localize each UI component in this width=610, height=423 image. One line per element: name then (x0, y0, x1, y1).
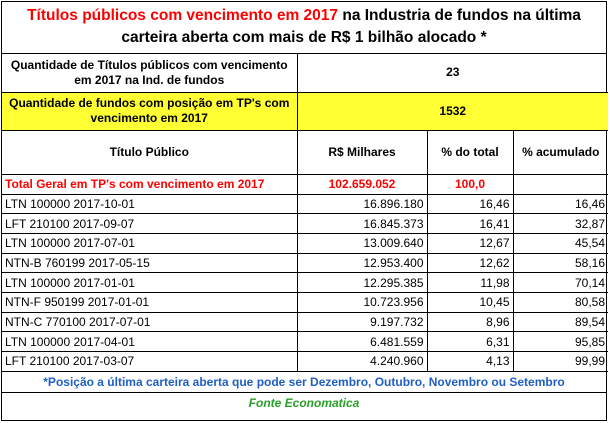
cell-acc: 95,85 (512, 331, 609, 352)
cell-pct: 16,46 (426, 193, 514, 215)
column-header: Título Público (2, 129, 298, 175)
title-highlight: Títulos públicos com vencimento em 2017 (27, 7, 339, 24)
table-row: LFT 210100 2017-09-07 16.845.373 16,41 3… (2, 213, 609, 234)
summary-row-titles: Quantidade de Títulos públicos com venci… (2, 54, 609, 93)
cell-title: LFT 210100 2017-03-07 (2, 351, 298, 372)
total-pct: 100,0 (426, 173, 514, 195)
table-row: NTN-B 760199 2017-05-15 12.953.400 12,62… (2, 252, 609, 274)
cell-acc: 89,54 (512, 311, 609, 333)
total-label: Total Geral em TP's com vencimento em 20… (2, 173, 298, 195)
summary-value: 1532 (296, 91, 609, 131)
table-header: Título Público R$ Milhares % do total % … (2, 129, 609, 175)
cell-value: 10.723.956 (296, 291, 428, 313)
cell-pct: 10,45 (426, 291, 514, 313)
cell-acc: 70,14 (512, 272, 609, 293)
cell-title: NTN-B 760199 2017-05-15 (2, 252, 298, 274)
total-row: Total Geral em TP's com vencimento em 20… (2, 173, 609, 195)
cell-title: LTN 100000 2017-01-01 (2, 272, 298, 293)
title-rest: na Industria de fundos na última (338, 7, 581, 24)
cell-acc: 32,87 (512, 213, 609, 234)
column-header: R$ Milhares (296, 129, 428, 175)
cell-title: LFT 210100 2017-09-07 (2, 213, 298, 234)
cell-value: 16.845.373 (296, 213, 428, 234)
cell-title: NTN-F 950199 2017-01-01 (2, 291, 298, 313)
table-row: LTN 100000 2017-01-01 12.295.385 11,98 7… (2, 272, 609, 293)
cell-value: 4.240.960 (296, 351, 428, 372)
cell-title: NTN-C 770100 2017-07-01 (2, 311, 298, 333)
total-acc (512, 173, 609, 195)
cell-value: 12.953.400 (296, 252, 428, 274)
source-credit: Fonte Economatica (248, 395, 360, 410)
cell-acc: 45,54 (512, 232, 609, 254)
cell-acc: 58,16 (512, 252, 609, 274)
cell-value: 16.896.180 (296, 193, 428, 215)
cell-value: 13.009.640 (296, 232, 428, 254)
summary-value: 23 (296, 54, 609, 93)
cell-title: LTN 100000 2017-07-01 (2, 232, 298, 254)
column-header: % do total (426, 129, 514, 175)
table-row: NTN-C 770100 2017-07-01 9.197.732 8,96 8… (2, 311, 609, 333)
cell-acc: 99,99 (512, 351, 609, 372)
title-line2: carteira aberta com mais de R$ 1 bilhão … (121, 29, 487, 46)
cell-acc: 16,46 (512, 193, 609, 215)
cell-pct: 8,96 (426, 311, 514, 333)
total-value: 102.659.052 (296, 173, 428, 195)
cell-value: 9.197.732 (296, 311, 428, 333)
summary-label: Quantidade de fundos com posição em TP's… (2, 91, 298, 131)
table-row: LFT 210100 2017-03-07 4.240.960 4,13 99,… (2, 351, 609, 372)
cell-pct: 4,13 (426, 351, 514, 372)
page-title: Títulos públicos com vencimento em 2017 … (2, 2, 606, 54)
column-header: % acumulado (512, 129, 609, 175)
table-row: LTN 100000 2017-10-01 16.896.180 16,46 1… (2, 193, 609, 215)
cell-pct: 11,98 (426, 272, 514, 293)
cell-pct: 12,67 (426, 232, 514, 254)
data-table: Quantidade de Títulos públicos com venci… (2, 54, 609, 372)
cell-pct: 6,31 (426, 331, 514, 352)
cell-value: 12.295.385 (296, 272, 428, 293)
cell-title: LTN 100000 2017-04-01 (2, 331, 298, 352)
footnote: *Posição a última carteira aberta que po… (2, 372, 606, 393)
cell-title: LTN 100000 2017-10-01 (2, 193, 298, 215)
cell-acc: 80,58 (512, 291, 609, 313)
table-row: LTN 100000 2017-04-01 6.481.559 6,31 95,… (2, 331, 609, 352)
summary-label: Quantidade de Títulos públicos com venci… (2, 54, 298, 93)
cell-pct: 12,62 (426, 252, 514, 274)
cell-value: 6.481.559 (296, 331, 428, 352)
summary-row-funds: Quantidade de fundos com posição em TP's… (2, 91, 609, 131)
table-row: LTN 100000 2017-07-01 13.009.640 12,67 4… (2, 232, 609, 254)
cell-pct: 16,41 (426, 213, 514, 234)
table-row: NTN-F 950199 2017-01-01 10.723.956 10,45… (2, 291, 609, 313)
